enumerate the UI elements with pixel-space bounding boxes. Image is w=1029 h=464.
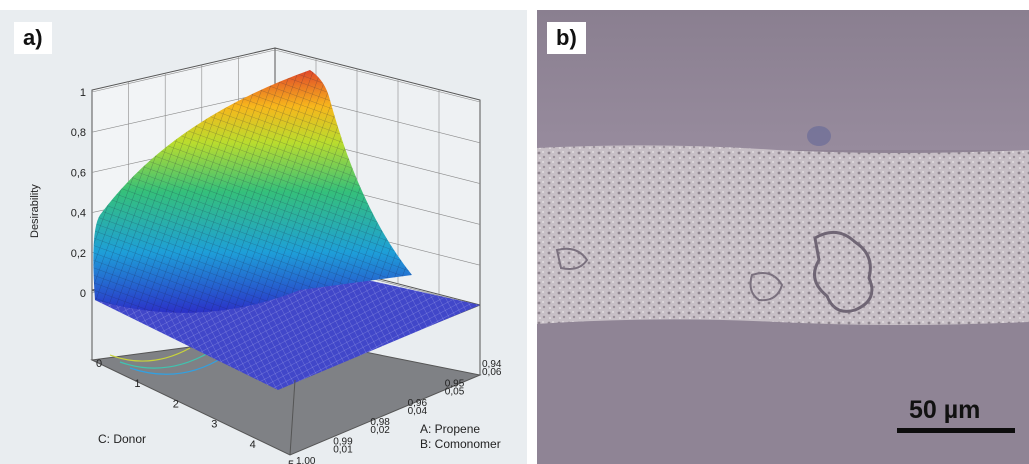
z-tick-label: 0,8 [71, 127, 86, 139]
comonomer-tick-label: 0,01 [333, 445, 353, 456]
comonomer-axis-label: B: Comonomer [420, 437, 501, 451]
z-axis-ticks: 0 0,2 0,4 0,6 0,8 1 [71, 87, 86, 300]
scale-bar [897, 428, 1015, 433]
coating-layer [537, 145, 1029, 325]
grid-line [91, 90, 276, 133]
propene-tick-label: 0,95 [445, 378, 465, 389]
donor-axis-ticks: 0 1 2 3 4 5 [96, 358, 294, 464]
z-tick-label: 0 [80, 288, 86, 300]
panel-b: b) 50 µm [537, 10, 1029, 464]
grid-line [274, 49, 481, 103]
propene-tick-label: 1,00 [296, 456, 316, 464]
propene-axis-ticks: 0,94 0,95 0,96 0,98 0,99 1,00 [296, 359, 502, 464]
defect-feature [555, 247, 589, 270]
panel-b-label: b) [547, 22, 586, 54]
propene-tick-label: 0,96 [408, 398, 428, 409]
propene-tick-label: 0,99 [333, 437, 353, 448]
contour-line [109, 347, 191, 362]
contour-line [129, 355, 226, 375]
substrate-bottom [537, 318, 1029, 464]
surface-plot: 00,20,40,60,81 012345 0,940,950,960,980,… [29, 47, 502, 464]
comonomer-tick-label: 0,02 [370, 425, 390, 436]
donor-tick-label: 0 [96, 358, 102, 370]
propene-axis-label: A: Propene [420, 422, 480, 436]
comonomer-tick-label: 0,04 [408, 406, 428, 417]
substrate-top [537, 10, 1029, 150]
donor-tick-label: 5 [288, 459, 294, 464]
defect-feature [749, 272, 784, 302]
micrograph [537, 10, 1029, 464]
panel-a-label: a) [14, 22, 52, 54]
z-tick-label: 1 [80, 87, 86, 99]
dark-spot [807, 126, 831, 146]
scale-bar-label: 50 µm [909, 396, 981, 424]
z-tick-label: 0,4 [71, 208, 86, 220]
propene-tick-label: 0,98 [370, 417, 390, 428]
defect-feature [813, 230, 874, 313]
z-tick-label: 0,2 [71, 248, 86, 260]
z-axis-label: Desirability [29, 184, 41, 238]
comonomer-tick-label: 0,06 [482, 367, 502, 378]
donor-tick-label: 1 [134, 378, 140, 390]
donor-tick-label: 4 [250, 439, 256, 451]
contour-line [119, 351, 211, 369]
donor-axis-label: C: Donor [98, 432, 146, 446]
comonomer-tick-label: 0,05 [445, 386, 465, 397]
grid-line [91, 49, 276, 93]
propene-tick-label: 0,94 [482, 359, 502, 370]
z-tick-label: 0,6 [71, 167, 86, 179]
comonomer-axis-ticks: 0,060,050,040,020,010,00 [333, 367, 502, 456]
donor-tick-label: 3 [211, 419, 217, 431]
panel-a: 00,20,40,60,81 012345 0,940,950,960,980,… [0, 10, 527, 464]
donor-tick-label: 2 [173, 398, 179, 410]
